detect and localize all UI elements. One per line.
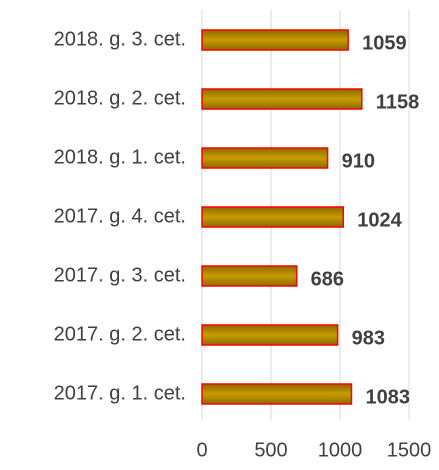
y-tick-label: 2018. g. 3. cet. [54, 28, 186, 50]
value-label: 1059 [362, 32, 407, 54]
value-label: 1083 [365, 386, 410, 408]
bar [201, 265, 298, 287]
y-tick-label: 2017. g. 1. cet. [54, 382, 186, 404]
bar [201, 383, 353, 405]
x-tick-label: 1000 [318, 439, 363, 461]
bar [201, 29, 349, 51]
value-label: 686 [311, 268, 344, 290]
value-label: 983 [352, 327, 385, 349]
x-tick-label: 1500 [387, 439, 432, 461]
value-label: 1024 [357, 209, 402, 231]
y-tick-label: 2017. g. 3. cet. [54, 264, 186, 286]
y-tick-label: 2018. g. 2. cet. [54, 87, 186, 109]
x-tick-label: 0 [196, 439, 207, 461]
y-tick-label: 2018. g. 1. cet. [54, 146, 186, 168]
bar [201, 324, 339, 346]
y-tick-label: 2017. g. 2. cet. [54, 323, 186, 345]
bar [201, 147, 329, 169]
bar [201, 206, 345, 228]
x-tick-label: 500 [254, 439, 287, 461]
bar [201, 88, 363, 110]
y-tick-label: 2017. g. 4. cet. [54, 205, 186, 227]
value-label: 910 [342, 150, 375, 172]
value-label: 1158 [376, 91, 419, 113]
